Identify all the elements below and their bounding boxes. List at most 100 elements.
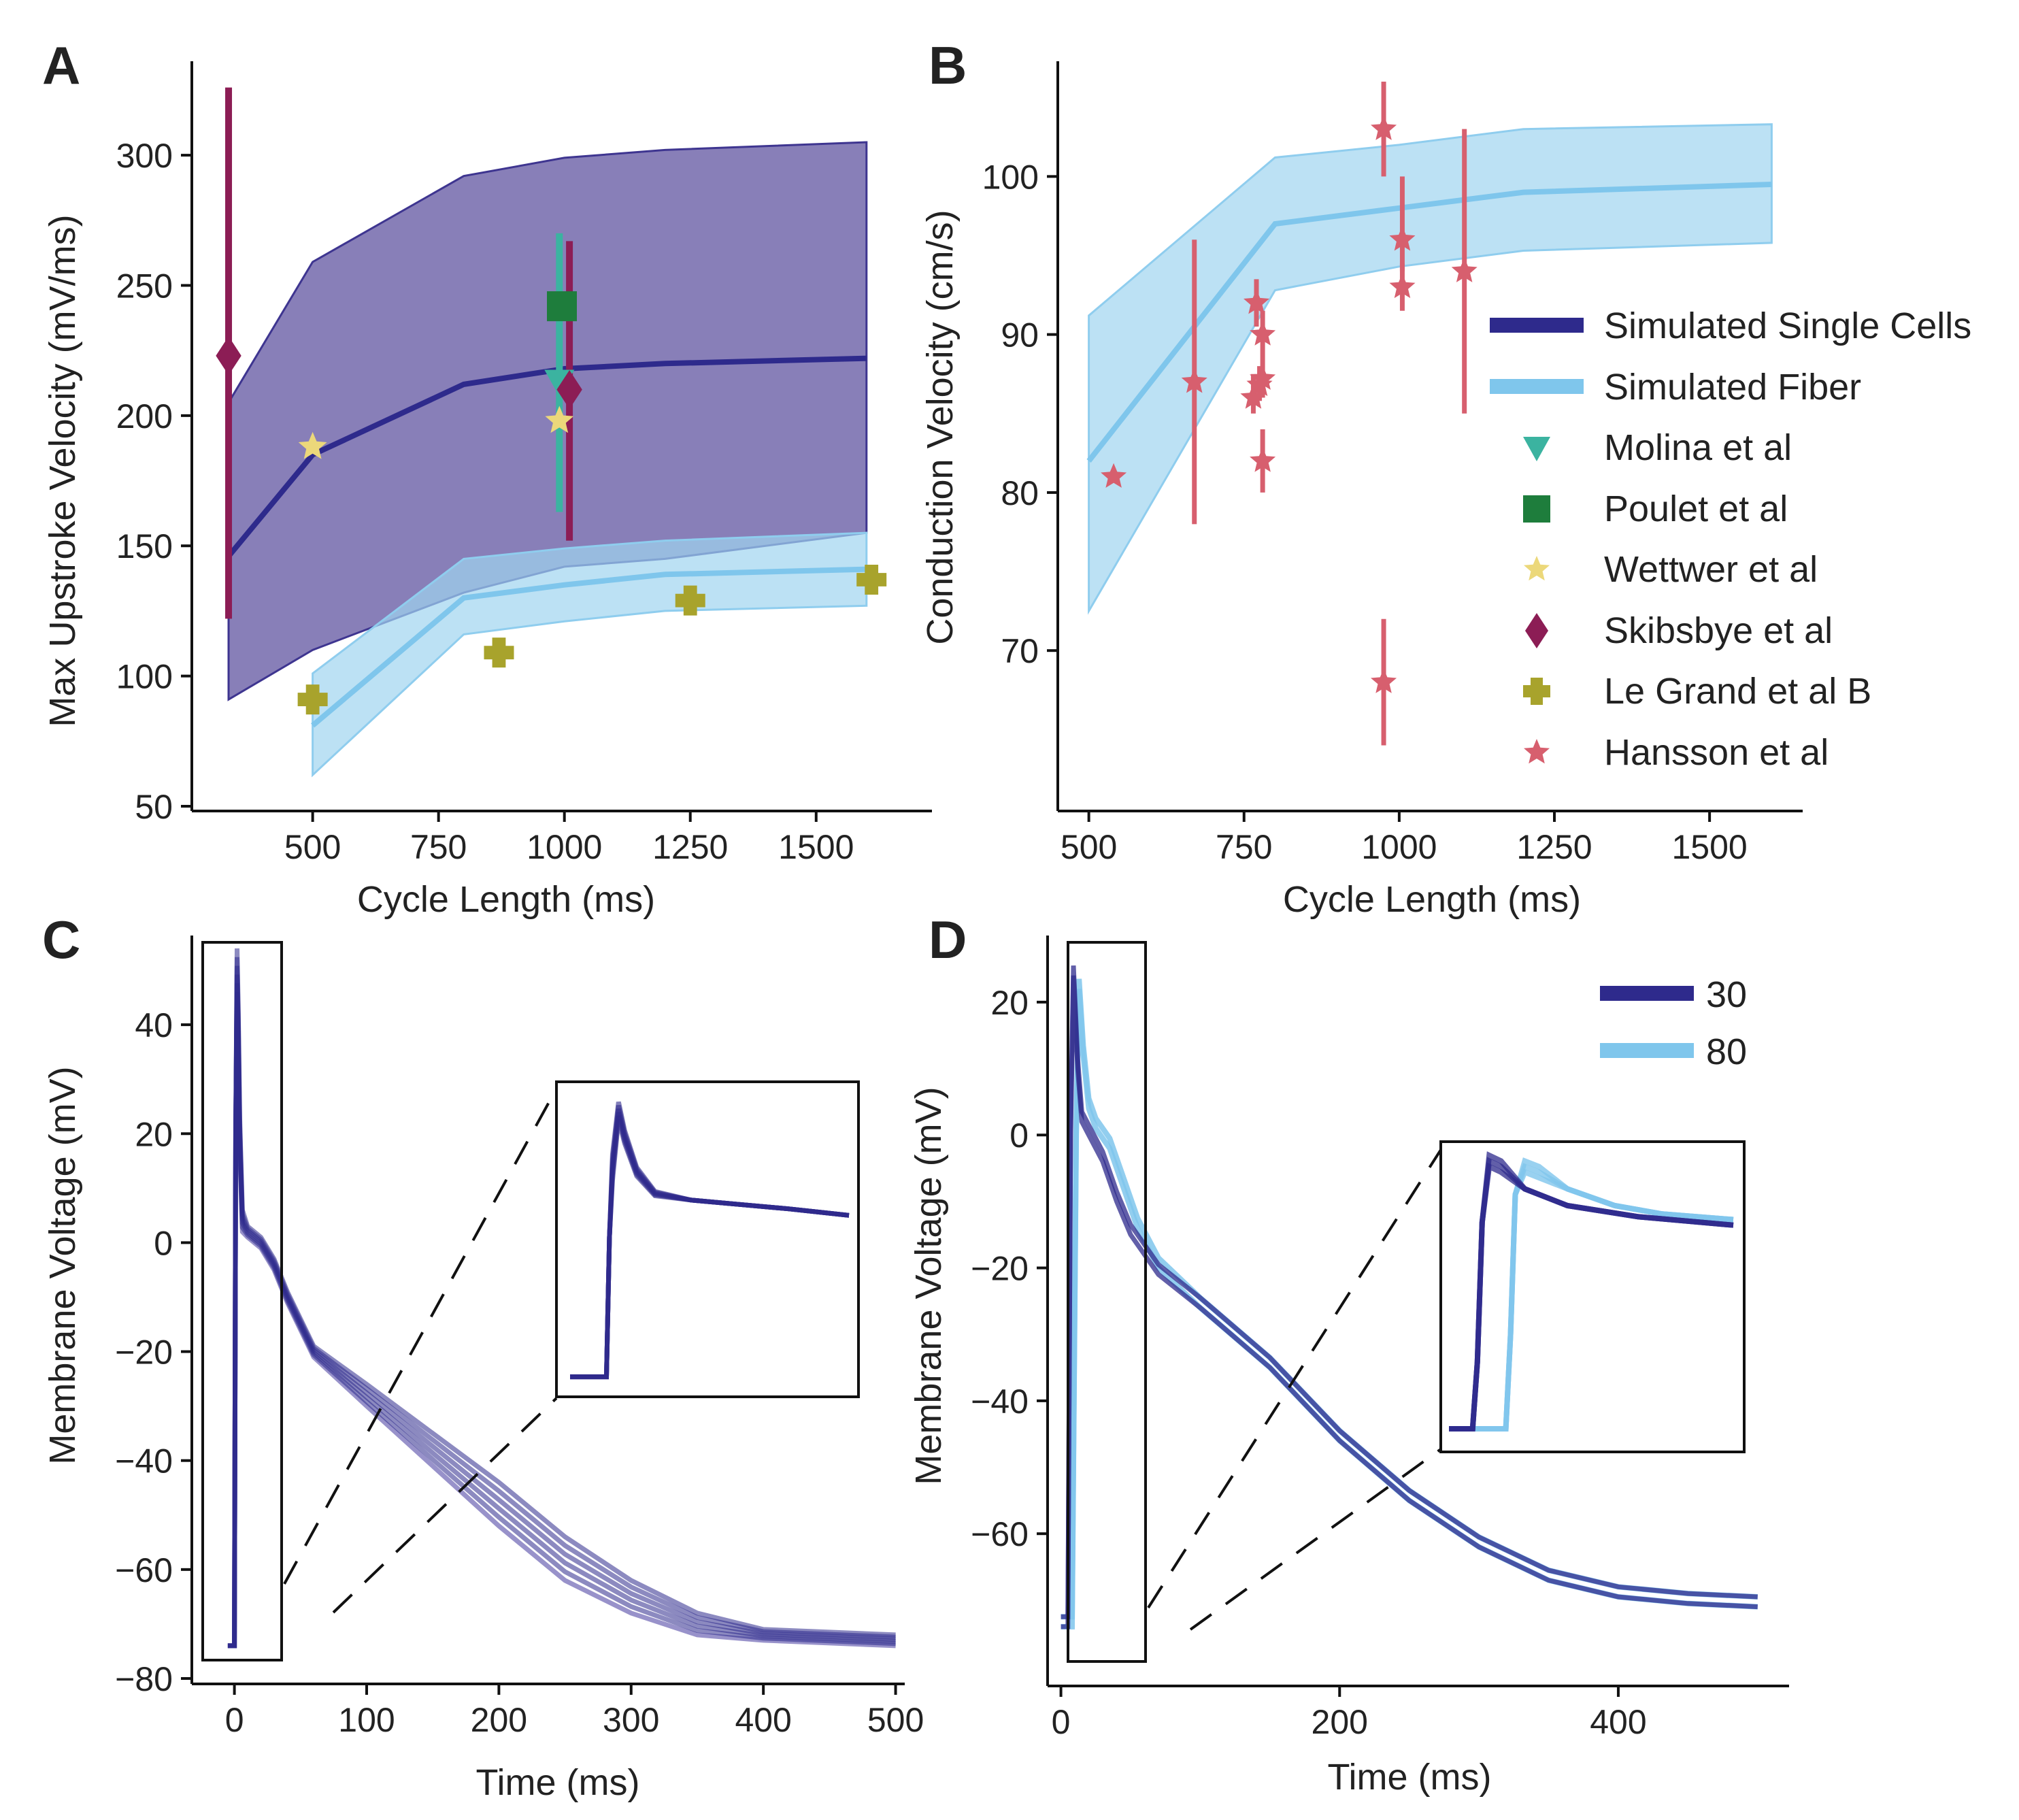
legend-label-single: Simulated Single Cells [1604,305,1971,346]
legend-label-skibsbye: Skibsbye et al [1604,610,1833,651]
legend-label-poulet: Poulet et al [1604,489,1788,529]
panel-a-ylabel: Max Upstroke Velocity (mV/ms) [42,214,83,727]
panel-b-lines [1086,182,1772,463]
data-point-star [1371,668,1397,693]
legend-marker-triangle [1523,437,1550,461]
panel-a-markers [216,87,887,715]
panel-b-axes: 500 750 1000 1250 1500 70 80 90 100 [982,61,1803,866]
panel-b-markers [1101,82,1478,746]
panel-c-x-tick-label: 400 [735,1701,791,1739]
data-point-star [1250,365,1276,390]
panel-b: B 500 750 1000 1250 1500 70 80 90 100 Cycle Leng… [920,35,1803,920]
data-point-star [1181,368,1207,393]
panel-c-ylabel: Membrane Voltage (mV) [42,1066,83,1464]
panel-a-axes: 500 750 1000 1250 1500 50 100 150 200 250 300 [116,61,932,866]
panel-c-y-tick-label: 20 [135,1115,173,1153]
legend-d-label-30: 30 [1706,974,1747,1015]
legend-label-legrand: Le Grand et al B [1604,671,1871,712]
panel-a-y-tick-label: 300 [116,137,173,175]
panel-label-a: A [42,35,80,95]
panel-d-y-tick-label: 0 [1010,1116,1029,1155]
panel-a-x-tick-label: 500 [284,828,341,866]
panel-c: C 0 100 200 300 400 500 −80 −60 −40 −20 0 20 40 Time… [42,910,924,1803]
single-cells-line [226,355,867,559]
legend-label-wettwer: Wettwer et al [1604,549,1818,590]
panel-b-xlabel: Cycle Length (ms) [1283,879,1581,920]
panel-a-y-tick-label: 50 [135,788,173,826]
data-point-star [1101,463,1127,488]
panel-b-x-tick-label: 500 [1061,828,1117,866]
panel-a-x-tick-label: 750 [410,828,467,866]
panel-d-x-tick-label: 0 [1052,1703,1071,1741]
panel-b-y-tick-label: 70 [1001,632,1039,670]
panel-a-y-tick-label: 150 [116,527,173,565]
panel-a-x-tick-label: 1250 [652,828,728,866]
panel-a-x-tick-label: 1000 [527,828,602,866]
panel-b-y-tick-label: 80 [1001,474,1039,512]
data-point-star [1250,447,1276,472]
data-point-star [1240,384,1267,409]
panel-c-x-tick-label: 0 [225,1701,244,1739]
panel-c-zoom-box [201,941,283,1661]
panel-d-y-tick-label: 20 [990,984,1029,1022]
legend-marker-square [1523,495,1550,523]
legend-label-hansson: Hansson et al [1604,732,1829,773]
panel-d-connector-bottom [1189,1448,1442,1631]
panel-b-y-tick-label: 90 [1001,316,1039,354]
panel-b-ylabel: Conduction Velocity (cm/s) [920,210,961,644]
data-point-star [1451,257,1478,282]
data-point-star [298,431,327,459]
legend-marker-star [1524,556,1550,581]
panel-d-zoom-box [1067,941,1147,1663]
data-point-star [1371,115,1397,140]
data-point-diamond [216,336,241,376]
panel-d-x-tick-label: 200 [1312,1703,1368,1741]
panel-a-bands [227,141,868,778]
panel-c-y-tick-label: −20 [115,1334,173,1372]
panel-c-y-tick-label: −40 [115,1442,173,1480]
panel-a-x-tick-label: 1500 [778,828,854,866]
panel-a-xlabel: Cycle Length (ms) [357,879,655,920]
fiber-line [1086,182,1772,463]
panel-c-inset-lines [570,1101,850,1380]
panel-d-inset-lines [1449,1151,1734,1432]
panel-b-x-tick-label: 1500 [1672,828,1748,866]
panel-d-inset [1439,1140,1746,1453]
data-point-plus [297,684,328,715]
panel-c-x-tick-label: 100 [338,1701,395,1739]
panel-a-y-tick-label: 200 [116,397,173,435]
inset-trace-80 [1449,1168,1734,1432]
legend-d-label-80: 80 [1706,1031,1747,1072]
panel-c-connector-bottom [332,1397,558,1614]
legend-marker-diamond [1525,613,1548,648]
data-point-star [1389,274,1416,299]
panel-a-y-tick-label: 100 [116,658,173,696]
panel-c-y-tick-label: −60 [115,1551,173,1589]
data-point-star [1389,226,1416,251]
panel-c-inset [555,1080,860,1398]
panel-d-y-tick-label: −60 [971,1515,1029,1553]
panel-a: A 500 750 1000 1250 1500 50 100 150 200 250 300 Cy… [42,35,932,920]
panel-d: D 0 200 400 −60 −40 −20 0 20 30 80 Time (ms) Me… [908,910,1789,1798]
data-point-star [1244,289,1269,314]
inset-trace [570,1101,850,1380]
panel-c-y-tick-label: 40 [135,1006,173,1044]
inset-trace-30 [1449,1162,1734,1432]
panel-c-x-tick-label: 200 [471,1701,527,1739]
panel-d-axes: 0 200 400 −60 −40 −20 0 20 [971,936,1789,1741]
panel-a-y-tick-label: 250 [116,267,173,305]
panel-d-xlabel: Time (ms) [1328,1757,1492,1798]
panel-d-ylabel: Membrane Voltage (mV) [908,1087,949,1485]
data-point-star [545,406,574,433]
data-point-diamond [556,369,582,410]
panel-c-connector-top [283,1088,558,1585]
legend-label-fiber: Simulated Fiber [1604,367,1861,408]
panel-c-x-tick-label: 300 [603,1701,659,1739]
panel-c-y-tick-label: 0 [154,1224,173,1262]
legend-label-molina: Molina et al [1604,427,1792,468]
panel-d-y-tick-label: −40 [971,1383,1029,1421]
panel-b-y-tick-label: 100 [982,158,1039,196]
legend-marker-star [1524,739,1550,764]
data-point-plus [856,565,887,595]
